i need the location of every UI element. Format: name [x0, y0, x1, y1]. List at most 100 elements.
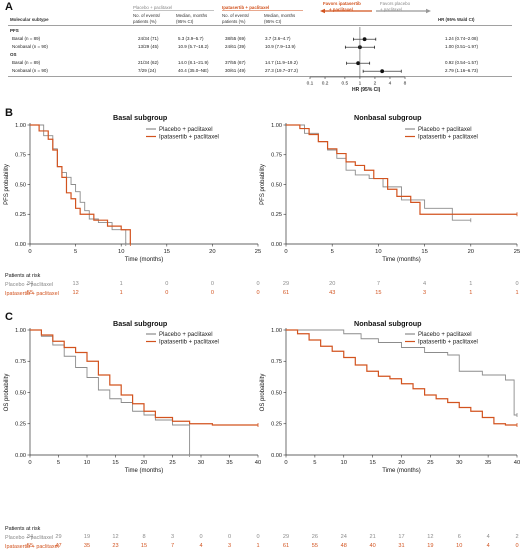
row-hr-text: 1.24 (0.74–2.08): [445, 36, 479, 41]
km-line-placebo: [30, 329, 191, 455]
x-tick-label: 10: [118, 249, 124, 255]
risk-count-placebo: 17: [398, 534, 404, 540]
hr-point: [380, 69, 385, 74]
risk-count-placebo: 26: [312, 534, 318, 540]
risk-count-placebo: 29: [283, 534, 289, 540]
risk-count-ipatasertib: 19: [427, 543, 433, 549]
legend-label: Ipatasertib + paclitaxel: [159, 340, 219, 346]
y-tick-label: 0.50: [271, 182, 282, 188]
row-hr-text: 1.00 (0.51–1.97): [445, 44, 479, 49]
panel-b-letter: B: [5, 107, 13, 119]
hr-point: [362, 37, 367, 42]
risk-ipat-label: Ipatasertib + paclitaxel: [5, 291, 59, 297]
favors-ipat-label-2: + paclitaxel: [329, 7, 353, 12]
risk-count-ipatasertib: 55: [27, 290, 33, 296]
placebo-group-header: Placebo + paclitaxel: [133, 5, 173, 10]
row-subtype: Basal (n = 89): [12, 60, 41, 65]
col-ip-events-2: patients (%): [222, 19, 246, 24]
row-subtype: Nonbasal (n = 90): [12, 68, 48, 73]
risk-count-ipatasertib: 4: [199, 543, 202, 549]
risk-count-placebo: 4: [423, 281, 426, 287]
y-axis-label: PFS probability: [4, 164, 10, 205]
col-ip-events-1: No. of events/: [222, 13, 250, 18]
row-pl-events: 24/34 (71): [138, 36, 159, 41]
x-tick-label: 20: [209, 249, 215, 255]
panel-c-letter: C: [5, 311, 13, 323]
risk-count-placebo: 12: [427, 534, 433, 540]
risk-count-placebo: 21: [370, 534, 376, 540]
risk-count-ipatasertib: 61: [283, 543, 289, 549]
y-tick-label: 0.25: [271, 212, 282, 218]
x-tick-label: 25: [255, 249, 261, 255]
favors-placebo-label-1: Favors placebo: [380, 1, 411, 6]
risk-count-ipatasertib: 43: [329, 290, 335, 296]
chart-title: Nonbasal subgroup: [354, 319, 422, 328]
x-tick-label: 25: [427, 460, 433, 466]
section-pfs-label: PFS: [10, 28, 19, 33]
favors-placebo-label-2: + paclitaxel: [380, 7, 403, 12]
risk-count-placebo: 12: [112, 534, 118, 540]
risk-count-ipatasertib: 12: [72, 290, 78, 296]
risk-count-placebo: 0: [199, 534, 202, 540]
risk-count-placebo: 4: [487, 534, 490, 540]
row-ip-median: 27.3 (19.7–37.2): [265, 68, 299, 73]
row-pl-median: 14.0 (8.1–21.9): [178, 60, 209, 65]
col-pl-median-1: Median, months: [176, 13, 208, 18]
y-tick-label: 0.50: [15, 390, 26, 396]
risk-count-ipatasertib: 0: [165, 290, 168, 296]
y-tick-label: 1.00: [271, 123, 282, 129]
x-axis-label: Time (months): [382, 257, 420, 263]
risk-count-placebo: 1: [120, 281, 123, 287]
y-tick-label: 1.00: [271, 328, 282, 334]
row-pl-median: 10.9 (5.7–18.2): [178, 44, 209, 49]
x-tick-label: 40: [255, 460, 261, 466]
y-tick-label: 0.00: [271, 453, 282, 459]
x-tick-label: 20: [141, 460, 147, 466]
row-pl-events: 21/34 (62): [138, 60, 159, 65]
x-tick-label: 30: [198, 460, 204, 466]
chart-title: Nonbasal subgroup: [354, 113, 422, 122]
risk-count-placebo: 29: [283, 281, 289, 287]
forest-axis-label: HR (95% CI): [352, 87, 381, 93]
row-subtype: Nonbasal (n = 90): [12, 44, 48, 49]
y-axis-label: OS probability: [260, 374, 266, 412]
y-tick-label: 0.00: [15, 453, 26, 459]
risk-count-placebo: 3: [171, 534, 174, 540]
risk-count-ipatasertib: 48: [341, 543, 347, 549]
legend-label: Placebo + paclitaxel: [159, 127, 213, 133]
risk-count-ipatasertib: 1: [469, 290, 472, 296]
ipat-group-header: Ipatasertib + paclitaxel: [222, 5, 270, 10]
x-tick-label: 5: [74, 249, 77, 255]
km-line-ipatasertib: [30, 329, 258, 426]
y-tick-label: 0.25: [15, 422, 26, 428]
row-ip-median: 10.9 (7.9–13.9): [265, 44, 296, 49]
risk-count-placebo: 29: [55, 534, 61, 540]
risk-count-placebo: 0: [165, 281, 168, 287]
risk-count-ipatasertib: 61: [283, 290, 289, 296]
risk-count-ipatasertib: 3: [228, 543, 231, 549]
risk-ipat-label: Ipatasertib + paclitaxel: [5, 544, 59, 550]
col-pl-events-2: patients (%): [133, 19, 157, 24]
x-tick-label: 0: [284, 460, 287, 466]
risk-count-ipatasertib: 7: [171, 543, 174, 549]
y-tick-label: 0.75: [271, 153, 282, 159]
x-axis-label: Time (months): [125, 257, 163, 263]
x-tick-label: 35: [226, 460, 232, 466]
x-tick-label: 40: [514, 460, 520, 466]
y-tick-label: 0.25: [271, 422, 282, 428]
row-pl-events: 7/29 (24): [138, 68, 157, 73]
favors-ipat-label-1: Favors ipatasertib: [323, 1, 361, 6]
risk-count-ipatasertib: 55: [312, 543, 318, 549]
legend-label: Ipatasertib + paclitaxel: [418, 340, 478, 346]
risk-count-placebo: 19: [84, 534, 90, 540]
arrow-left-icon: [320, 8, 325, 14]
risk-count-placebo: 2: [515, 534, 518, 540]
y-tick-label: 0.00: [271, 242, 282, 248]
y-tick-label: 0.75: [15, 153, 26, 159]
row-subtype: Basal (n = 89): [12, 36, 41, 41]
x-tick-label: 4: [389, 81, 392, 87]
km-line-ipatasertib: [30, 124, 131, 244]
forest-plot: 0.1 0.2 0.5 1 2 4 8: [8, 8, 512, 87]
